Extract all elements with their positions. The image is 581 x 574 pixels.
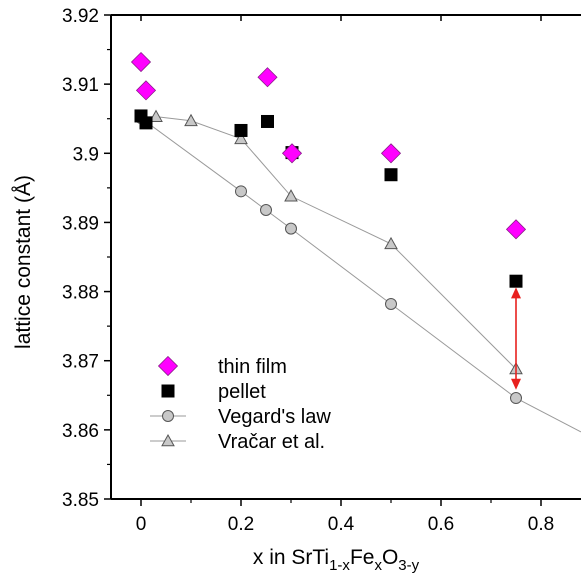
series-3-line [155, 116, 517, 370]
y-tick-label-4: 3.89 [62, 213, 99, 234]
axes: 3.85 3.86 3.87 3.88 3.89 3.9 3.91 3.92 0 0.2 0.4 0.… [62, 6, 581, 535]
series-1-point-5 [384, 168, 398, 182]
series-3-point-3 [284, 189, 298, 202]
series-3-point-2 [234, 131, 248, 145]
legend-marker-0 [157, 355, 179, 377]
x-axis-title-mid2: O [382, 546, 398, 569]
series-1-point-1 [139, 116, 153, 130]
y-tick-label-3: 3.88 [62, 283, 99, 304]
y-axis-title: lattice constant (Å) [12, 175, 35, 349]
series-3-point-0 [149, 109, 163, 122]
x-axis-title-sub1: 1-x [329, 557, 350, 574]
legend: thin film pellet Vegard's law Vračar et al. [150, 355, 331, 453]
legend-marker-2 [162, 410, 174, 422]
legend-label-1: pellet [218, 381, 266, 403]
series-1-point-2 [234, 123, 248, 137]
x-axis-title-sub3: 3-y [398, 557, 419, 574]
legend-label-2: Vegard's law [218, 406, 331, 428]
y-tick-label-1: 3.86 [62, 421, 99, 442]
series-2-point-1 [235, 185, 247, 198]
plot-area [130, 51, 581, 433]
series-0-point-5 [505, 219, 527, 240]
series-3-point-1 [184, 113, 198, 127]
x-axis-title-sub2: x [374, 557, 382, 574]
series-3-point-4 [384, 236, 398, 250]
series-2-point-3 [285, 222, 297, 235]
x-tick-label-2: 0.4 [328, 514, 355, 535]
legend-marker-1 [161, 384, 175, 398]
x-axis-title-prefix: x in SrTi [253, 546, 329, 569]
series-2-point-2 [260, 203, 272, 216]
series-0-point-1 [135, 80, 157, 101]
y-tick-label-0: 3.85 [62, 490, 99, 511]
series-0-point-0 [130, 51, 152, 73]
series-2-point-5 [510, 392, 522, 405]
y-tick-label-7: 3.92 [62, 6, 99, 27]
series-1-point-6 [509, 274, 523, 288]
series-0-point-2 [257, 67, 278, 88]
y-tick-label-6: 3.91 [62, 75, 99, 96]
annotation-arrow-head-top [511, 287, 521, 299]
series-0-point-4 [380, 143, 402, 164]
series-2-point-4 [385, 298, 397, 311]
y-tick-label-5: 3.9 [73, 144, 99, 165]
x-tick-label-0: 0 [136, 514, 147, 535]
legend-label-3: Vračar et al. [218, 431, 325, 453]
x-tick-label-4: 0.8 [528, 514, 554, 535]
legend-label-0: thin film [218, 356, 287, 378]
x-tick-label-1: 0.2 [228, 514, 254, 535]
x-axis-title: x in SrTi1-xFexO3-y [253, 546, 420, 574]
x-axis-title-mid1: Fe [350, 546, 375, 569]
series-0-point-3 [281, 143, 303, 164]
y-tick-label-2: 3.87 [62, 352, 99, 373]
annotation-arrow-head-bottom [511, 378, 521, 390]
x-tick-label-3: 0.6 [428, 514, 454, 535]
legend-marker-3 [161, 433, 175, 447]
series-1-point-3 [261, 114, 274, 128]
